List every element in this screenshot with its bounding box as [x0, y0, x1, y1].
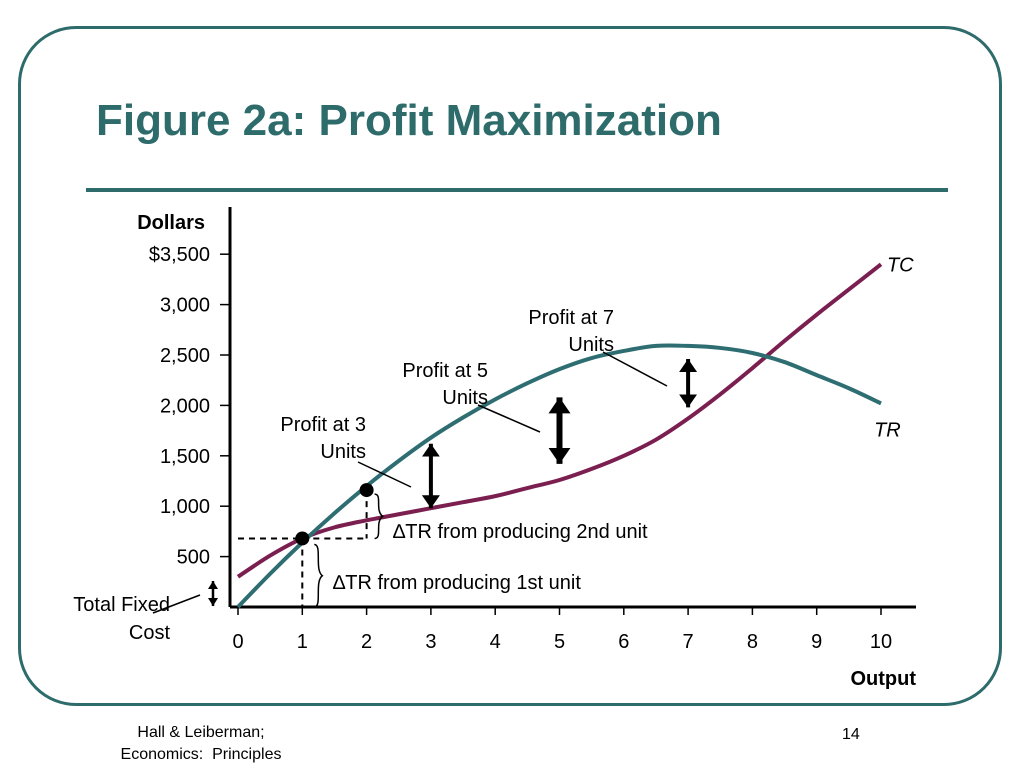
x-tick-label: 6 [618, 631, 629, 653]
profit-7-label-line-1: Profit at 7 [528, 307, 614, 329]
tc-curve [236, 262, 883, 579]
slide-title: Figure 2a: Profit Maximization [96, 96, 722, 145]
x-tick-label: 9 [811, 631, 822, 653]
profit-3-label-line-2: Units [320, 441, 366, 463]
x-tick-label: 3 [425, 631, 436, 653]
x-tick-label: 4 [490, 631, 501, 653]
slide-frame [18, 26, 1002, 706]
y-tick-label: 1,500 [160, 446, 210, 468]
y-tick-label: 2,500 [160, 345, 210, 367]
x-tick-label: 0 [232, 631, 243, 653]
profit-3-label-line-1: Profit at 3 [280, 414, 366, 436]
footer-line-2: Economics: Principles [120, 746, 282, 763]
x-axis-label: Output [850, 668, 916, 690]
tc-curve-label: TC [887, 254, 914, 276]
x-tick-label: 2 [361, 631, 372, 653]
profit-3-leader-line [357, 461, 412, 488]
x-tick-label: 5 [554, 631, 565, 653]
x-tick-label: 1 [297, 631, 308, 653]
x-tick-label: 10 [870, 631, 892, 653]
dtr-2nd-unit-label: ∆TR from producing 2nd unit [393, 521, 648, 543]
y-tick-label: 3,000 [160, 295, 210, 317]
y-tick-label: $3,500 [149, 244, 210, 266]
total-fixed-cost-label-line-1: Total Fixed [73, 594, 170, 616]
y-tick-label: 2,000 [160, 395, 210, 417]
title-divider [86, 188, 948, 192]
profit-7-leader-line [602, 351, 668, 387]
dtr-1st-unit-label: ∆TR from producing 1st unit [333, 572, 581, 594]
profit-5-leader-line [477, 404, 541, 433]
footer-line-1: Hall & Leiberman; [137, 724, 265, 741]
footer-citation: Hall & Leiberman; Economics: Principles [96, 722, 306, 766]
tr-curve [236, 343, 882, 609]
y-axis-label: Dollars [137, 212, 205, 234]
brace-dtr-2nd-unit [374, 493, 384, 540]
total-fixed-cost-leader-line [152, 594, 201, 614]
brace-dtr-1st-unit [313, 543, 324, 608]
y-tick-label: 500 [177, 547, 210, 569]
x-tick-label: 7 [683, 631, 694, 653]
profit-5-label-line-2: Units [442, 387, 488, 409]
y-tick-label: 1,000 [160, 496, 210, 518]
page-number: 14 [842, 726, 860, 743]
x-tick-label: 8 [747, 631, 758, 653]
profit-5-label-line-1: Profit at 5 [402, 360, 488, 382]
profit-7-label-line-2: Units [568, 334, 614, 356]
tr-curve-label: TR [874, 420, 901, 442]
total-fixed-cost-label-line-2: Cost [129, 622, 171, 644]
